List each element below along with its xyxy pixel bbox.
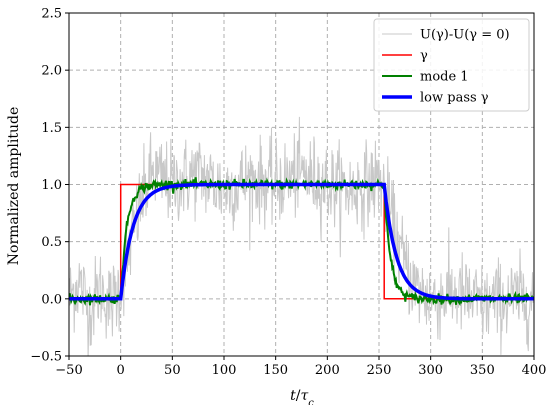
x-axis-label-slash: / — [296, 388, 301, 404]
y-tick-label: −0.5 — [30, 350, 62, 365]
x-axis: −50 0 50 100 150 200 250 300 350 400 — [55, 356, 546, 378]
x-tick-label: 350 — [470, 363, 495, 378]
y-tick-label: 1.5 — [41, 121, 62, 136]
plot-area — [69, 116, 534, 356]
x-axis-label-num: t — [290, 388, 296, 404]
x-axis-label-sub: c — [308, 398, 314, 405]
x-tick-label: 150 — [263, 363, 288, 378]
x-axis-label: t/τc — [290, 388, 314, 405]
x-tick-label: 0 — [117, 363, 125, 378]
legend-box — [373, 18, 530, 112]
y-tick-label: 0.5 — [41, 235, 62, 250]
legend-label: low pass γ — [420, 91, 489, 106]
legend: U(γ)-U(γ = 0) γ mode 1 low pass γ — [373, 18, 530, 112]
y-tick-label: 2.0 — [41, 64, 62, 79]
y-tick-label: 2.5 — [41, 7, 62, 22]
series-low-pass — [69, 182, 534, 301]
legend-label: γ — [420, 49, 428, 64]
x-tick-label: 100 — [212, 363, 237, 378]
x-axis-label-den: τ — [301, 388, 309, 404]
y-tick-label: 0.0 — [41, 292, 62, 307]
y-tick-label: 1.0 — [41, 178, 62, 193]
x-tick-label: 400 — [522, 363, 547, 378]
series-noisy-signal — [69, 116, 534, 356]
x-tick-label: 50 — [164, 363, 181, 378]
legend-label: mode 1 — [420, 70, 469, 85]
y-axis-label: Normalized amplitude — [6, 107, 22, 265]
y-axis: −0.5 0.0 0.5 1.0 1.5 2.0 2.5 — [30, 7, 69, 365]
x-tick-label: 250 — [367, 363, 392, 378]
x-tick-label: 200 — [315, 363, 340, 378]
x-tick-label: 300 — [418, 363, 443, 378]
x-tick-label: −50 — [55, 363, 82, 378]
legend-label: U(γ)-U(γ = 0) — [420, 28, 510, 43]
